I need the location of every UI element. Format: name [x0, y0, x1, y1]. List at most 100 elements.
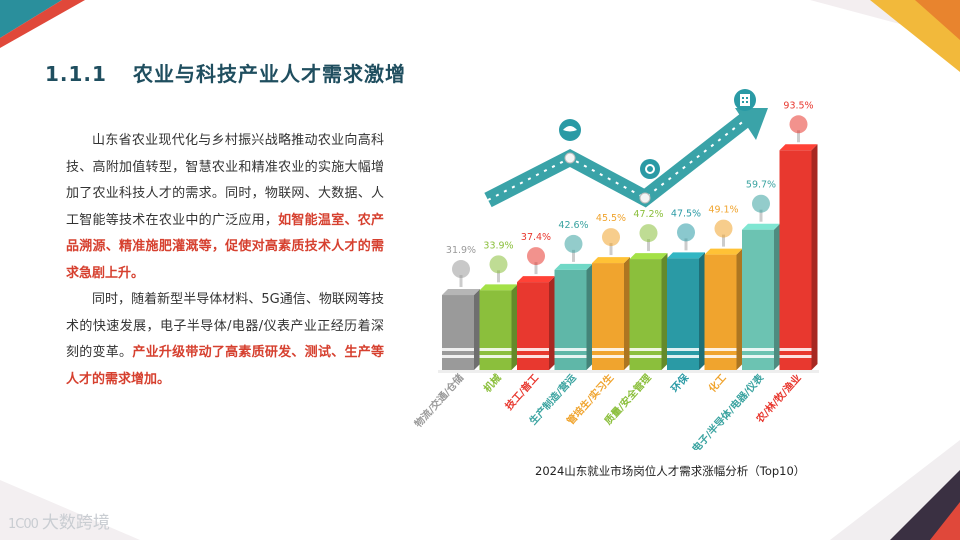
bar-value-label: 31.9%	[446, 245, 476, 256]
bar-pin-head	[452, 260, 470, 279]
bar-group: 93.5%农/林/牧/渔业	[753, 100, 818, 426]
bar-top	[742, 223, 780, 230]
bar-value-label: 47.5%	[671, 208, 701, 219]
bird-icon	[559, 119, 581, 141]
bar-stripe	[592, 355, 624, 358]
bar-side	[624, 257, 630, 370]
bar-value-label: 42.6%	[558, 220, 588, 231]
bar-stripe	[592, 348, 624, 351]
bar-pin-head	[677, 223, 695, 242]
bar-pin-head	[639, 224, 658, 243]
bar-value-label: 49.1%	[708, 205, 738, 216]
bar-stripe	[779, 355, 812, 358]
corner-decoration-bottom-right	[830, 440, 960, 540]
paragraph-2-text: 同时，随着新型半导体材料、5G通信、物联网等技术的快速发展，电子半导体/电器/仪…	[66, 292, 384, 360]
bar-stripe	[742, 348, 774, 351]
bar-stripe	[479, 348, 512, 351]
bar-top	[517, 276, 555, 283]
bar-top	[704, 248, 743, 255]
logo-text: 大数跨境	[41, 513, 110, 533]
bar-value-label: 33.9%	[483, 240, 513, 251]
bar	[704, 254, 737, 370]
bar-value-label: 93.5%	[783, 100, 813, 111]
bar	[592, 263, 624, 370]
category-label: 技工/普工	[502, 371, 541, 412]
category-label: 化工	[706, 371, 729, 395]
bar-group: 33.9% 机械	[479, 240, 518, 395]
corner-decoration-top-right	[810, 0, 960, 72]
logo-symbol: 1C00	[8, 517, 39, 532]
bar	[742, 229, 774, 370]
bar-stripe	[554, 355, 587, 358]
bar-stripe	[704, 348, 737, 351]
bar-value-label: 45.5%	[596, 213, 626, 224]
bar-stripe	[517, 355, 549, 358]
bar-top	[667, 252, 705, 259]
paragraph-1: 山东省农业现代化与乡村振兴战略推动农业向高科技、高附加值转型，智慧农业和精准农业…	[66, 128, 384, 287]
bar-side	[549, 276, 555, 370]
bar-pin-head	[564, 234, 583, 253]
bar-group: 47.5% 环保	[667, 208, 705, 395]
bar-stripe	[442, 348, 474, 351]
category-label: 物流/交通/仓储	[412, 371, 467, 430]
bar-value-label: 37.4%	[521, 232, 551, 243]
category-label: 环保	[668, 371, 692, 395]
page-title: 1.1.1 农业与科技产业人才需求激增	[45, 58, 406, 87]
bar-side	[586, 263, 593, 370]
bar-stripe	[779, 348, 812, 351]
gear-icon	[640, 159, 660, 179]
bar-top	[629, 253, 668, 260]
bar-pin-head	[752, 194, 770, 213]
bar	[779, 150, 812, 370]
bar-pin-head	[714, 219, 733, 238]
bar	[442, 295, 474, 370]
bar-side	[774, 223, 780, 370]
section-title: 农业与科技产业人才需求激增	[132, 62, 406, 86]
bar-top	[554, 263, 593, 270]
bar-stripe	[442, 355, 474, 358]
bar-side	[736, 248, 743, 370]
bar-value-label: 59.7%	[746, 180, 776, 191]
bar-stripe	[667, 355, 699, 358]
bar-top	[592, 257, 630, 264]
bar	[629, 259, 662, 370]
building-icon	[734, 89, 756, 111]
corner-decoration-top-left	[0, 0, 85, 48]
category-label: 电子/半导体/电器/仪表	[689, 371, 767, 450]
bar-side	[811, 144, 818, 370]
bar-stripe	[517, 348, 549, 351]
bar	[479, 290, 512, 370]
bar-pin-head	[602, 228, 620, 247]
body-text: 山东省农业现代化与乡村振兴战略推动农业向高科技、高附加值转型，智慧农业和精准农业…	[66, 128, 384, 393]
bar-value-label: 47.2%	[633, 209, 663, 220]
bar-group: 49.1% 化工	[704, 205, 743, 395]
bar-stripe	[704, 355, 737, 358]
bar-top	[442, 289, 480, 296]
paragraph-2-highlight: 产业升级带动了高素质研发、测试、生产等人才的需求增加。	[66, 345, 384, 387]
bar-group: 31.9% 物流/交通/仓储	[412, 245, 480, 430]
bar-stripe	[629, 355, 662, 358]
bar-top	[779, 144, 818, 151]
paragraph-1-highlight: 如智能温室、农产品溯源、精准施肥灌溉等，促使对高素质技术人才的需求急剧上升。	[66, 212, 384, 281]
chart-baseline	[438, 370, 819, 373]
bar-chart: 31.9%物流/交通/仓储33.9%机械37.4%技工/普工42.6%生产制造/…	[412, 89, 819, 450]
bar-stripe	[629, 348, 662, 351]
bar-pin-head	[489, 255, 508, 274]
bar-stripe	[667, 348, 699, 351]
bar-stripe	[742, 355, 774, 358]
chart-caption: 2024山东就业市场岗位人才需求涨幅分析（Top10）	[535, 464, 806, 478]
bar-stripe	[479, 355, 512, 358]
bar-stripe	[554, 348, 587, 351]
bar	[554, 269, 587, 370]
trend-arrow	[484, 108, 768, 208]
paragraph-2: 同时，随着新型半导体材料、5G通信、物联网等技术的快速发展，电子半导体/电器/仪…	[66, 287, 384, 393]
bar-side	[474, 289, 480, 370]
section-number: 1.1.1	[45, 62, 107, 86]
bar-side	[511, 284, 518, 370]
paragraph-1-text: 山东省农业现代化与乡村振兴战略推动农业向高科技、高附加值转型，智慧农业和精准农业…	[66, 133, 384, 228]
logo: 1C00 大数跨境	[8, 508, 110, 533]
corner-decoration-bottom-left	[0, 480, 140, 540]
bar-pin-head	[789, 115, 808, 134]
bar-top	[479, 284, 518, 291]
bar-pin-head	[527, 247, 545, 266]
